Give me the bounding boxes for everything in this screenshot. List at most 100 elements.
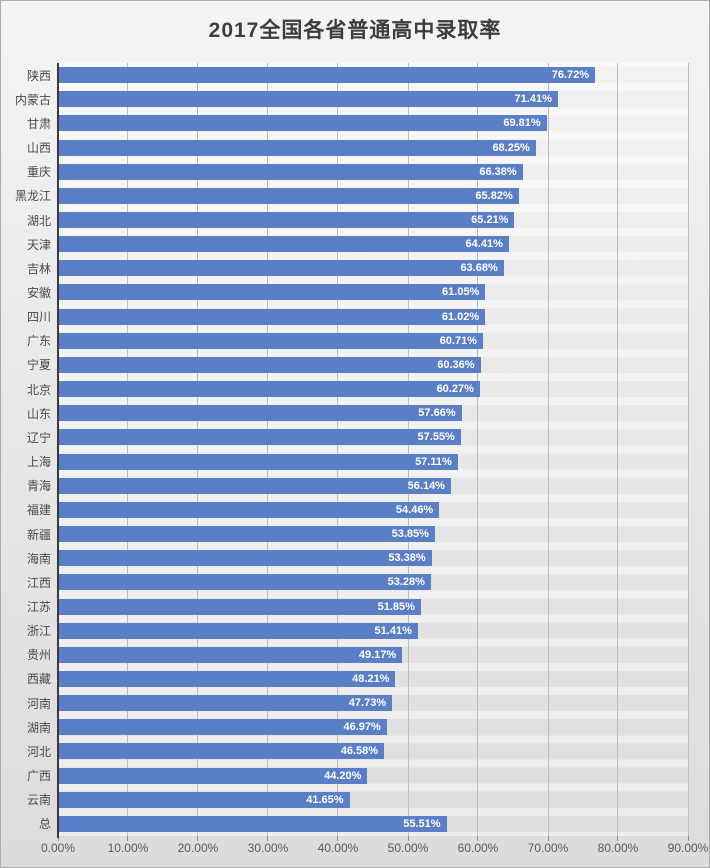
- x-tick-label: 60.00%: [457, 841, 499, 855]
- category-label: 贵州: [26, 648, 51, 663]
- x-tick-label: 0.00%: [40, 841, 76, 855]
- x-axis-tick: [687, 836, 689, 841]
- x-axis-labels: 0.00% 10.00% 20.00% 30.00% 40.00% 50.00% 60.00…: [41, 841, 708, 861]
- bar: 61.02%: [58, 308, 486, 325]
- category-label: 湖南: [26, 720, 51, 735]
- bar-row: 68.25%: [58, 135, 688, 159]
- bar-row: 60.71%: [58, 329, 688, 353]
- bar-row: 60.36%: [58, 353, 688, 377]
- bar-row: 76.72%: [58, 63, 688, 87]
- category-label: 安徽: [26, 285, 51, 300]
- bar-row: 65.82%: [58, 184, 688, 208]
- value-label: 53.38%: [388, 552, 426, 565]
- bar: 53.28%: [58, 574, 431, 591]
- category-label: 河南: [26, 696, 51, 711]
- value-label: 63.68%: [460, 262, 498, 275]
- value-label: 51.41%: [374, 624, 412, 637]
- category-label: 甘肃: [26, 116, 51, 131]
- category-label: 浙江: [26, 624, 51, 639]
- x-axis-tick: [337, 836, 339, 841]
- x-tick-label: 90.00%: [667, 841, 709, 855]
- category-label: 天津: [26, 237, 51, 252]
- value-label: 57.55%: [417, 431, 455, 444]
- bar: 44.20%: [58, 767, 368, 784]
- bar: 60.36%: [58, 356, 481, 373]
- bar-row: 71.41%: [58, 87, 688, 111]
- x-axis-tick: [547, 836, 549, 841]
- bar: 53.85%: [58, 526, 435, 543]
- category-label: 江西: [26, 575, 51, 590]
- bar-row: 48.21%: [58, 667, 688, 691]
- value-label: 53.85%: [391, 528, 429, 541]
- category-label: 辽宁: [26, 430, 51, 445]
- category-label: 湖北: [26, 213, 51, 228]
- category-label: 福建: [26, 503, 51, 518]
- category-label: 海南: [26, 551, 51, 566]
- value-label: 60.27%: [436, 383, 474, 396]
- bar: 57.11%: [58, 453, 458, 470]
- bar: 48.21%: [58, 670, 396, 687]
- value-label: 46.58%: [340, 745, 379, 758]
- x-tick-label: 10.00%: [107, 841, 149, 855]
- value-label: 76.72%: [551, 69, 590, 82]
- bar-row: 61.05%: [58, 280, 688, 304]
- bar: 65.82%: [58, 187, 519, 204]
- bar-row: 46.58%: [58, 739, 688, 763]
- bar: 68.25%: [58, 139, 536, 156]
- bar: 69.81%: [58, 115, 547, 132]
- category-label: 黑龙江: [14, 189, 51, 204]
- category-label: 山西: [26, 141, 51, 156]
- x-tick-label: 80.00%: [597, 841, 639, 855]
- x-axis-tick: [57, 836, 59, 841]
- x-tick-label: 50.00%: [387, 841, 429, 855]
- gridline: [127, 63, 129, 836]
- bar: 55.51%: [58, 815, 447, 832]
- bar-row: 44.20%: [58, 764, 688, 788]
- value-label: 46.97%: [343, 721, 381, 734]
- bar: 47.73%: [58, 695, 393, 712]
- bar-row: 63.68%: [58, 256, 688, 280]
- bar: 66.38%: [58, 163, 523, 180]
- category-label: 山东: [26, 406, 51, 421]
- value-label: 56.14%: [407, 479, 445, 492]
- bar: 51.41%: [58, 622, 418, 639]
- bar: 60.71%: [58, 332, 483, 349]
- category-label: 北京: [26, 382, 51, 397]
- value-label: 68.25%: [492, 141, 530, 154]
- chart-title: 2017全国各省普通高中录取率: [208, 19, 502, 42]
- value-label: 41.65%: [306, 793, 344, 806]
- bar-row: 53.28%: [58, 570, 688, 594]
- value-label: 60.36%: [437, 358, 475, 371]
- bar: 57.66%: [58, 405, 462, 422]
- bar-row: 51.85%: [58, 594, 688, 618]
- bar: 63.68%: [58, 260, 504, 277]
- bar-row: 51.41%: [58, 619, 688, 643]
- bar-row: 41.65%: [58, 788, 688, 812]
- category-label: 上海: [26, 455, 51, 470]
- category-label: 河北: [26, 744, 51, 759]
- value-label: 65.82%: [475, 189, 513, 202]
- bar-row: 56.14%: [58, 474, 688, 498]
- bar: 49.17%: [58, 646, 403, 663]
- gridline: [617, 63, 619, 836]
- value-label: 44.20%: [324, 769, 362, 782]
- category-label: 新疆: [26, 527, 51, 542]
- bar-row: 55.51%: [58, 812, 688, 836]
- category-label: 云南: [26, 793, 51, 808]
- bar-row: 57.55%: [58, 425, 688, 449]
- x-axis-tick: [477, 836, 479, 841]
- bar-row: 53.38%: [58, 546, 688, 570]
- category-label: 内蒙古: [14, 92, 51, 107]
- value-label: 49.17%: [358, 648, 397, 661]
- category-label: 宁夏: [26, 358, 51, 373]
- bar: 46.97%: [58, 719, 387, 736]
- category-label: 青海: [26, 479, 51, 494]
- value-label: 61.05%: [442, 286, 480, 299]
- value-label: 57.11%: [415, 455, 452, 468]
- bar: 71.41%: [58, 91, 558, 108]
- category-label: 广东: [26, 334, 51, 349]
- value-label: 69.81%: [503, 117, 541, 130]
- category-label: 江苏: [26, 600, 51, 615]
- y-axis-labels: 陕西 内蒙古 甘肃 山西 重庆 黑龙江 湖北 天津 吉林 安徽 四川 广东 宁夏 北京 山东 辽宁 上海 青海 福建…: [1, 63, 51, 836]
